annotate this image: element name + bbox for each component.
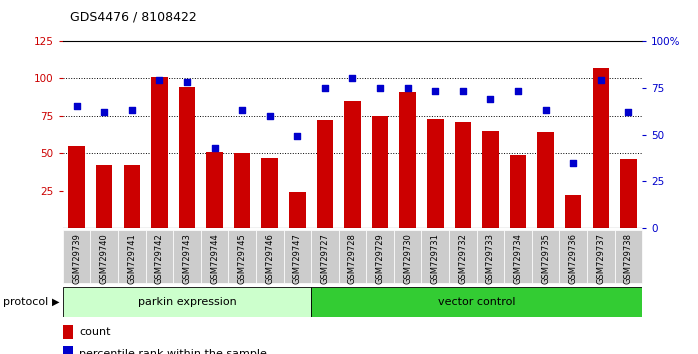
Text: GSM729730: GSM729730 (403, 233, 412, 284)
Text: GSM729739: GSM729739 (72, 233, 81, 284)
Point (126, 107, 138, 113)
Bar (482, 131, 498, 228)
Point (540, 107, 551, 113)
Bar (399, 92, 416, 228)
Bar (146, 230, 173, 283)
Bar (427, 119, 443, 228)
Text: GSM729735: GSM729735 (541, 233, 550, 284)
Bar (96, 165, 112, 228)
Text: vector control: vector control (438, 297, 515, 307)
Text: GSM729738: GSM729738 (624, 233, 633, 284)
Bar (63, 230, 91, 283)
Text: GSM729736: GSM729736 (569, 233, 578, 284)
Text: percentile rank within the sample: percentile rank within the sample (79, 348, 267, 354)
Bar (339, 230, 366, 283)
Point (264, 113, 275, 119)
Bar (207, 152, 223, 228)
Text: GSM729745: GSM729745 (237, 233, 246, 284)
Text: GSM729727: GSM729727 (320, 233, 329, 284)
Bar (454, 122, 471, 228)
Text: parkin expression: parkin expression (138, 297, 237, 307)
Bar (394, 230, 422, 283)
Bar (262, 158, 278, 228)
Bar (537, 132, 554, 228)
Text: GSM729747: GSM729747 (293, 233, 302, 284)
Point (319, 85, 330, 91)
Point (181, 79, 193, 85)
Text: GSM729746: GSM729746 (265, 233, 274, 284)
Bar (477, 230, 504, 283)
Bar (422, 230, 449, 283)
Point (512, 88, 524, 94)
Bar (510, 155, 526, 228)
Bar (311, 230, 339, 283)
Point (623, 109, 634, 115)
Text: GSM729741: GSM729741 (127, 233, 136, 284)
Point (375, 85, 386, 91)
Text: protocol: protocol (3, 297, 49, 307)
Point (567, 160, 579, 166)
Bar (283, 230, 311, 283)
Text: count: count (79, 327, 110, 337)
Point (237, 107, 248, 113)
Text: GSM729740: GSM729740 (100, 233, 109, 284)
Text: GSM729728: GSM729728 (348, 233, 357, 284)
Text: GSM729732: GSM729732 (459, 233, 468, 284)
Bar (151, 77, 168, 228)
Point (457, 88, 468, 94)
Bar (289, 192, 306, 228)
Text: GSM729734: GSM729734 (514, 233, 523, 284)
Bar (234, 153, 251, 228)
Bar (620, 159, 637, 228)
Point (595, 77, 607, 83)
Text: ▶: ▶ (52, 297, 60, 307)
Text: GDS4476 / 8108422: GDS4476 / 8108422 (70, 11, 197, 24)
Bar (118, 230, 146, 283)
Point (292, 133, 303, 139)
Text: GSM729729: GSM729729 (376, 233, 385, 284)
Bar (317, 120, 333, 228)
Point (98, 109, 110, 115)
Bar (449, 230, 477, 283)
Bar (614, 230, 642, 283)
Bar (63, 346, 73, 354)
Text: GSM729742: GSM729742 (155, 233, 164, 284)
Bar (201, 230, 228, 283)
Text: GSM729743: GSM729743 (182, 233, 191, 284)
Bar (565, 195, 581, 228)
Bar (532, 230, 559, 283)
Bar (68, 146, 85, 228)
Point (71, 103, 82, 109)
Point (402, 85, 413, 91)
Text: GSM729731: GSM729731 (431, 233, 440, 284)
Bar (504, 230, 532, 283)
Bar (124, 165, 140, 228)
Bar (587, 230, 614, 283)
Bar (228, 230, 256, 283)
Text: GSM729733: GSM729733 (486, 233, 495, 284)
Point (430, 88, 441, 94)
Text: GSM729744: GSM729744 (210, 233, 219, 284)
Point (347, 75, 358, 81)
Bar (372, 116, 388, 228)
Bar (366, 230, 394, 283)
Bar (179, 87, 195, 228)
Bar (311, 287, 642, 317)
Point (154, 77, 165, 83)
Bar (559, 230, 587, 283)
Point (485, 96, 496, 102)
Text: GSM729737: GSM729737 (596, 233, 605, 284)
Bar (593, 68, 609, 228)
Bar (63, 325, 73, 339)
Bar (91, 230, 118, 283)
Point (209, 145, 220, 150)
Bar (344, 101, 361, 228)
Bar (256, 230, 283, 283)
Bar (63, 287, 311, 317)
Bar (173, 230, 201, 283)
